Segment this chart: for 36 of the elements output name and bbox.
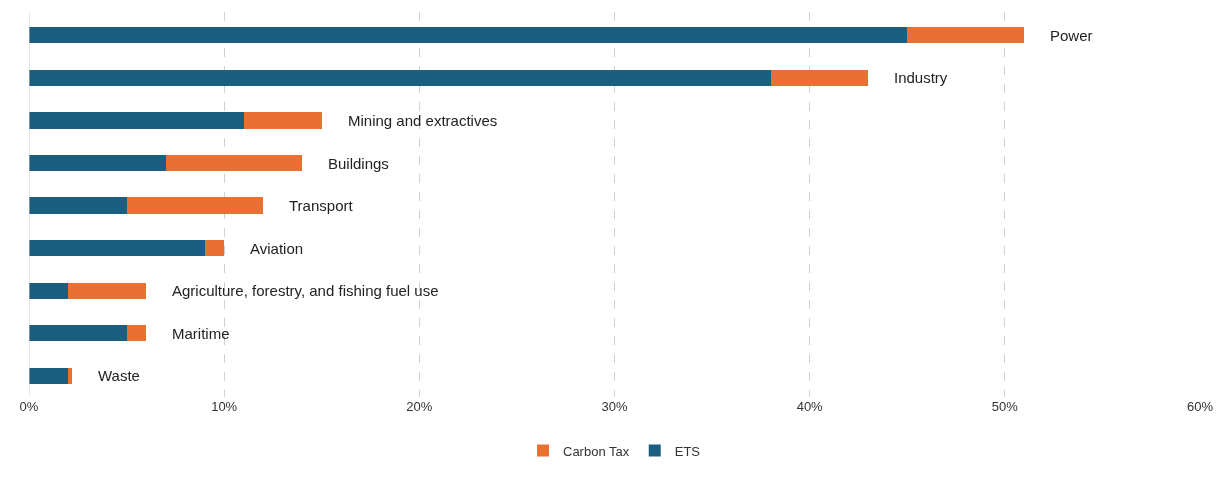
x-tick-label: 50% bbox=[991, 399, 1019, 414]
legend-label: Carbon Tax bbox=[563, 443, 630, 459]
y-tick-label: Aviation bbox=[250, 240, 304, 257]
bar bbox=[770, 69, 869, 87]
bar bbox=[29, 325, 127, 342]
bar bbox=[126, 197, 264, 214]
bar bbox=[29, 27, 908, 44]
bar bbox=[243, 112, 322, 129]
bar bbox=[68, 367, 72, 384]
bar bbox=[29, 197, 127, 214]
bar bbox=[126, 325, 147, 342]
x-tick-label: 40% bbox=[796, 399, 824, 414]
bar bbox=[29, 112, 244, 129]
y-tick-label: Industry bbox=[894, 69, 948, 86]
legend-label: ETS bbox=[674, 443, 701, 459]
y-tick-label: Transport bbox=[289, 197, 354, 214]
bar bbox=[165, 154, 303, 172]
y-tick-label: Agriculture, forestry, and fishing fuel use bbox=[172, 282, 439, 299]
bar bbox=[204, 240, 225, 257]
x-tick-label: 30% bbox=[601, 399, 628, 414]
bar bbox=[29, 69, 771, 87]
bar bbox=[29, 154, 166, 172]
y-tick-label: Maritime bbox=[172, 325, 230, 342]
x-tick-label: 60% bbox=[1186, 399, 1214, 414]
bar bbox=[907, 27, 1025, 44]
y-tick-label: Mining and extractives bbox=[348, 112, 498, 129]
x-tick-label: 0% bbox=[19, 399, 39, 414]
x-tick-label: 10% bbox=[211, 399, 238, 414]
y-tick-label: Waste bbox=[98, 367, 140, 384]
x-tick-label: 20% bbox=[406, 399, 433, 414]
y-tick-label: Buildings bbox=[328, 155, 389, 172]
bar bbox=[29, 240, 205, 257]
bar bbox=[68, 282, 147, 299]
bar bbox=[29, 282, 69, 299]
bar bbox=[29, 367, 69, 384]
y-tick-label: Power bbox=[1050, 27, 1093, 44]
